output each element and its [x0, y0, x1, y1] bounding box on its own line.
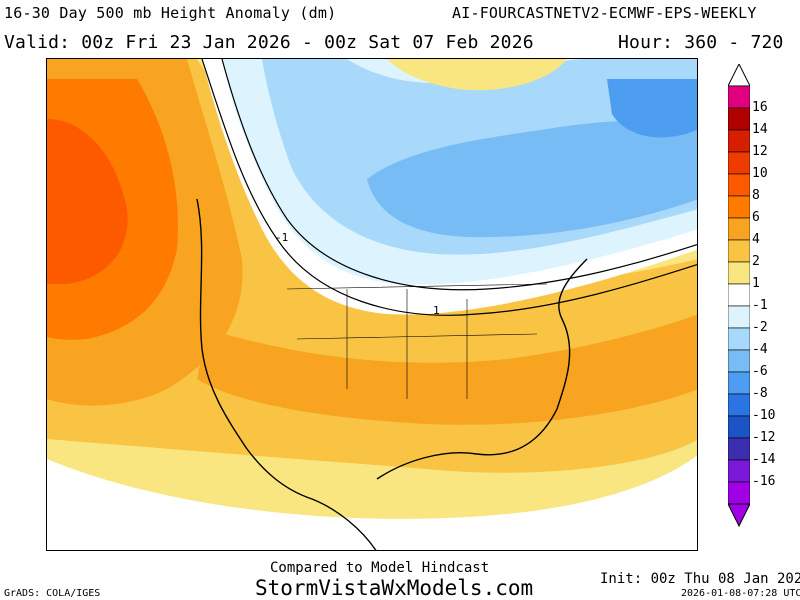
site-name: StormVistaWxModels.com — [255, 576, 534, 600]
anomaly-field-neg6 — [367, 119, 697, 238]
colorbar-swatch — [728, 305, 750, 329]
colorbar-label: 12 — [752, 144, 768, 159]
anomaly-map-canvas: 1 -1 — [47, 59, 697, 550]
grads-credit: GrADS: COLA/IGES — [4, 588, 101, 599]
colorbar-label: 4 — [752, 232, 760, 247]
colorbar-swatch — [728, 151, 750, 175]
colorbar-swatch — [728, 239, 750, 263]
colorbar-label: 6 — [752, 210, 760, 225]
contour-label-1: 1 — [433, 304, 440, 317]
colorbar-swatch — [728, 393, 750, 417]
colorbar-label: -8 — [752, 386, 768, 401]
colorbar-label: -14 — [752, 452, 776, 467]
colorbar-label: -4 — [752, 342, 768, 357]
colorbar-label: 1 — [752, 276, 760, 291]
init-time: Init: 00z Thu 08 Jan 2026 — [600, 571, 800, 587]
map-title: 16-30 Day 500 mb Height Anomaly (dm) — [4, 4, 337, 22]
colorbar-label: 2 — [752, 254, 760, 269]
colorbar-swatch — [728, 327, 750, 351]
anomaly-map: 1 -1 — [46, 58, 698, 551]
colorbar-label: -6 — [752, 364, 768, 379]
coastline-gulf-east — [376, 258, 588, 480]
colorbar-label: -10 — [752, 408, 776, 423]
anomaly-field-2-arctic — [387, 59, 567, 91]
contour-neg1 — [221, 59, 697, 291]
forecast-hour-range: Hour: 360 - 720 — [618, 32, 784, 53]
colorbar-under-arrow — [728, 503, 750, 528]
colorbar-swatch — [728, 107, 750, 131]
colorbar-swatch — [728, 283, 750, 307]
colorbar-swatch — [728, 459, 750, 483]
anomaly-field-neg8 — [607, 79, 697, 138]
colorbar-swatch — [728, 261, 750, 285]
render-timestamp: 2026-01-08-07:28 UTC — [681, 588, 800, 599]
anomaly-field-neutral-south — [47, 455, 697, 550]
colorbar-label: 10 — [752, 166, 768, 181]
colorbar-swatch — [728, 129, 750, 153]
colorbar-label: -2 — [752, 320, 768, 335]
colorbar-swatch — [728, 371, 750, 395]
anomaly-field-8 — [47, 119, 128, 284]
colorbar-swatch — [728, 173, 750, 197]
colorbar — [728, 64, 750, 528]
anomaly-field-4-south — [197, 314, 697, 425]
hindcast-note: Compared to Model Hindcast — [270, 560, 490, 576]
colorbar-swatch — [728, 195, 750, 219]
colorbar-label: -16 — [752, 474, 776, 489]
contour-label-neg1: -1 — [275, 231, 288, 244]
colorbar-swatch — [728, 415, 750, 439]
colorbar-label: -12 — [752, 430, 776, 445]
contour-1 — [201, 59, 697, 316]
colorbar-swatch — [728, 437, 750, 461]
colorbar-label: 14 — [752, 122, 768, 137]
colorbar-label: -1 — [752, 298, 768, 313]
valid-period: Valid: 00z Fri 23 Jan 2026 - 00z Sat 07 … — [4, 32, 534, 53]
colorbar-label: 8 — [752, 188, 760, 203]
colorbar-over-arrow — [728, 64, 750, 87]
coastline-west — [196, 198, 377, 550]
colorbar-swatch — [728, 85, 750, 109]
colorbar-swatch — [728, 481, 750, 505]
model-name: AI-FOURCASTNETV2-ECMWF-EPS-WEEKLY — [452, 4, 757, 22]
colorbar-label: 16 — [752, 100, 768, 115]
colorbar-swatch — [728, 349, 750, 373]
colorbar-swatch — [728, 217, 750, 241]
